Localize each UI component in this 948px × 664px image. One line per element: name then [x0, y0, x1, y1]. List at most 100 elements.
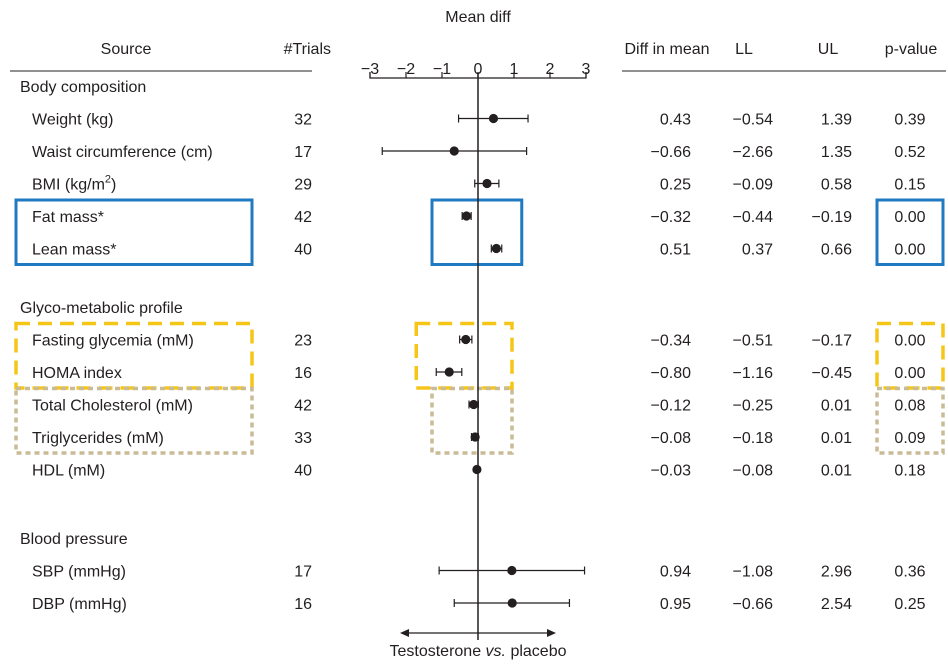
row-p-value: 0.39 — [894, 112, 925, 129]
row-diff: −0.12 — [651, 398, 692, 415]
row-p-value: 0.15 — [894, 177, 925, 194]
row-trials: 33 — [294, 430, 312, 447]
row-ll: −1.16 — [733, 365, 774, 382]
point-estimate — [461, 334, 471, 345]
header-trials: #Trials — [284, 41, 331, 58]
x-axis-label: Testosterone vs. placebo — [389, 643, 566, 660]
row-ul: 0.01 — [821, 398, 852, 415]
row-diff: 0.95 — [660, 596, 691, 613]
x-axis-label-part: placebo — [506, 643, 567, 660]
highlight-box-p-values — [875, 198, 945, 266]
header-ul: UL — [818, 41, 839, 58]
direction-arrow-left-head — [400, 629, 409, 637]
row-ul: −0.45 — [812, 365, 853, 382]
x-tick-label: −1 — [433, 61, 451, 78]
row-ll: −0.54 — [733, 112, 774, 129]
row-p-value: 0.36 — [894, 564, 925, 581]
row-label: Total Cholesterol (mM) — [32, 398, 193, 415]
group-title: Glyco-metabolic profile — [20, 300, 183, 317]
row-diff: 0.25 — [660, 177, 691, 194]
row-diff: −0.03 — [651, 463, 692, 480]
row-p-value: 0.00 — [894, 209, 925, 226]
row-p-value: 0.09 — [894, 430, 925, 447]
row-ul: 1.39 — [821, 112, 852, 129]
row-label-tail: ) — [111, 177, 116, 194]
row-diff: −0.80 — [651, 365, 692, 382]
row-trials: 40 — [294, 463, 312, 480]
x-tick-label: 1 — [510, 61, 519, 78]
row-label: Lean mass* — [32, 242, 117, 259]
row-diff: −0.34 — [651, 333, 692, 350]
point-estimate — [444, 367, 454, 377]
row-label: BMI (kg/m2) — [32, 174, 116, 194]
row-diff: −0.66 — [651, 144, 692, 161]
highlight-box-p-values — [875, 386, 945, 455]
x-axis-label-part: Testosterone — [389, 643, 485, 660]
forest-row: Fat mass* 42 −0.32 −0.44 −0.19 0.00 — [32, 209, 926, 226]
forest-row: HOMA index 16 −0.80 −1.16 −0.45 0.00 — [32, 365, 926, 382]
row-p-value: 0.00 — [894, 333, 925, 350]
axis-footer: Testosterone vs. placebo — [389, 629, 567, 660]
direction-arrow-right-head — [547, 629, 556, 637]
row-diff: −0.32 — [651, 209, 692, 226]
forest-row: Total Cholesterol (mM) 42 −0.12 −0.25 0.01 0.… — [32, 398, 926, 415]
header-source: Source — [101, 41, 152, 58]
row-ul: −0.17 — [812, 333, 853, 350]
highlight-box-plot — [430, 386, 514, 455]
x-axis: −3 −2 −1 0 1 2 3 — [361, 61, 591, 640]
row-p-value: 0.00 — [894, 365, 925, 382]
row-label: HDL (mM) — [32, 463, 105, 480]
row-label: Fat mass* — [32, 209, 104, 226]
row-p-value: 0.25 — [894, 596, 925, 613]
forest-row: Waist circumference (cm) 17 −0.66 −2.66 1.35… — [32, 144, 926, 161]
point-estimate — [488, 113, 499, 124]
row-ul: 1.35 — [821, 144, 852, 161]
x-axis-ticks: −3 −2 −1 0 1 2 3 — [361, 61, 591, 78]
forest-row: HDL (mM) 40 −0.03 −0.08 0.01 0.18 — [32, 463, 926, 480]
highlight-box-plot — [430, 198, 524, 266]
row-ll: −0.08 — [733, 463, 774, 480]
header-p-value: p-value — [885, 41, 938, 58]
row-diff: 0.51 — [660, 242, 691, 259]
row-ll: −0.44 — [733, 209, 774, 226]
row-trials: 16 — [294, 596, 312, 613]
point-estimate — [491, 243, 501, 254]
highlight-box-plot — [414, 321, 514, 390]
group-title: Body composition — [20, 79, 146, 96]
row-ll: −0.18 — [733, 430, 774, 447]
row-label: Weight (kg) — [32, 112, 114, 129]
x-axis-label-part: vs. — [486, 643, 506, 660]
forest-row: Fasting glycemia (mM) 23 −0.34 −0.51 −0.17 0.… — [32, 333, 926, 350]
row-p-value: 0.08 — [894, 398, 925, 415]
point-estimate — [507, 598, 517, 608]
row-trials: 29 — [294, 177, 312, 194]
forest-row: Triglycerides (mM) 33 −0.08 −0.18 0.01 0.09 — [32, 430, 926, 447]
row-ll: −0.66 — [733, 596, 774, 613]
row-p-value: 0.52 — [894, 144, 925, 161]
highlight-box-labels — [14, 386, 254, 455]
row-ll: −1.08 — [733, 564, 774, 581]
point-estimate — [507, 565, 517, 576]
row-trials: 23 — [294, 333, 312, 350]
row-ll: −0.09 — [733, 177, 774, 194]
row-ul: 2.96 — [821, 564, 852, 581]
row-diff: −0.08 — [651, 430, 692, 447]
row-ul: 0.66 — [821, 242, 852, 259]
row-label: DBP (mmHg) — [32, 596, 127, 613]
row-ul: 0.58 — [821, 177, 852, 194]
x-tick-label: 0 — [474, 61, 483, 78]
row-ul: 0.01 — [821, 430, 852, 447]
row-p-value: 0.00 — [894, 242, 925, 259]
header-diff-in-mean: Diff in mean — [624, 41, 709, 58]
row-p-value: 0.18 — [894, 463, 925, 480]
row-label-text: BMI (kg/m — [32, 177, 105, 194]
row-ll: 0.37 — [742, 242, 773, 259]
row-trials: 16 — [294, 365, 312, 382]
row-label: Fasting glycemia (mM) — [32, 333, 194, 350]
x-tick-label: 3 — [582, 61, 591, 78]
forest-rows: Body composition Weight (kg) 32 0.43 −0.54 1.… — [20, 79, 926, 613]
point-estimate — [472, 464, 482, 475]
row-ll: −0.51 — [733, 333, 774, 350]
row-ll: −2.66 — [733, 144, 774, 161]
